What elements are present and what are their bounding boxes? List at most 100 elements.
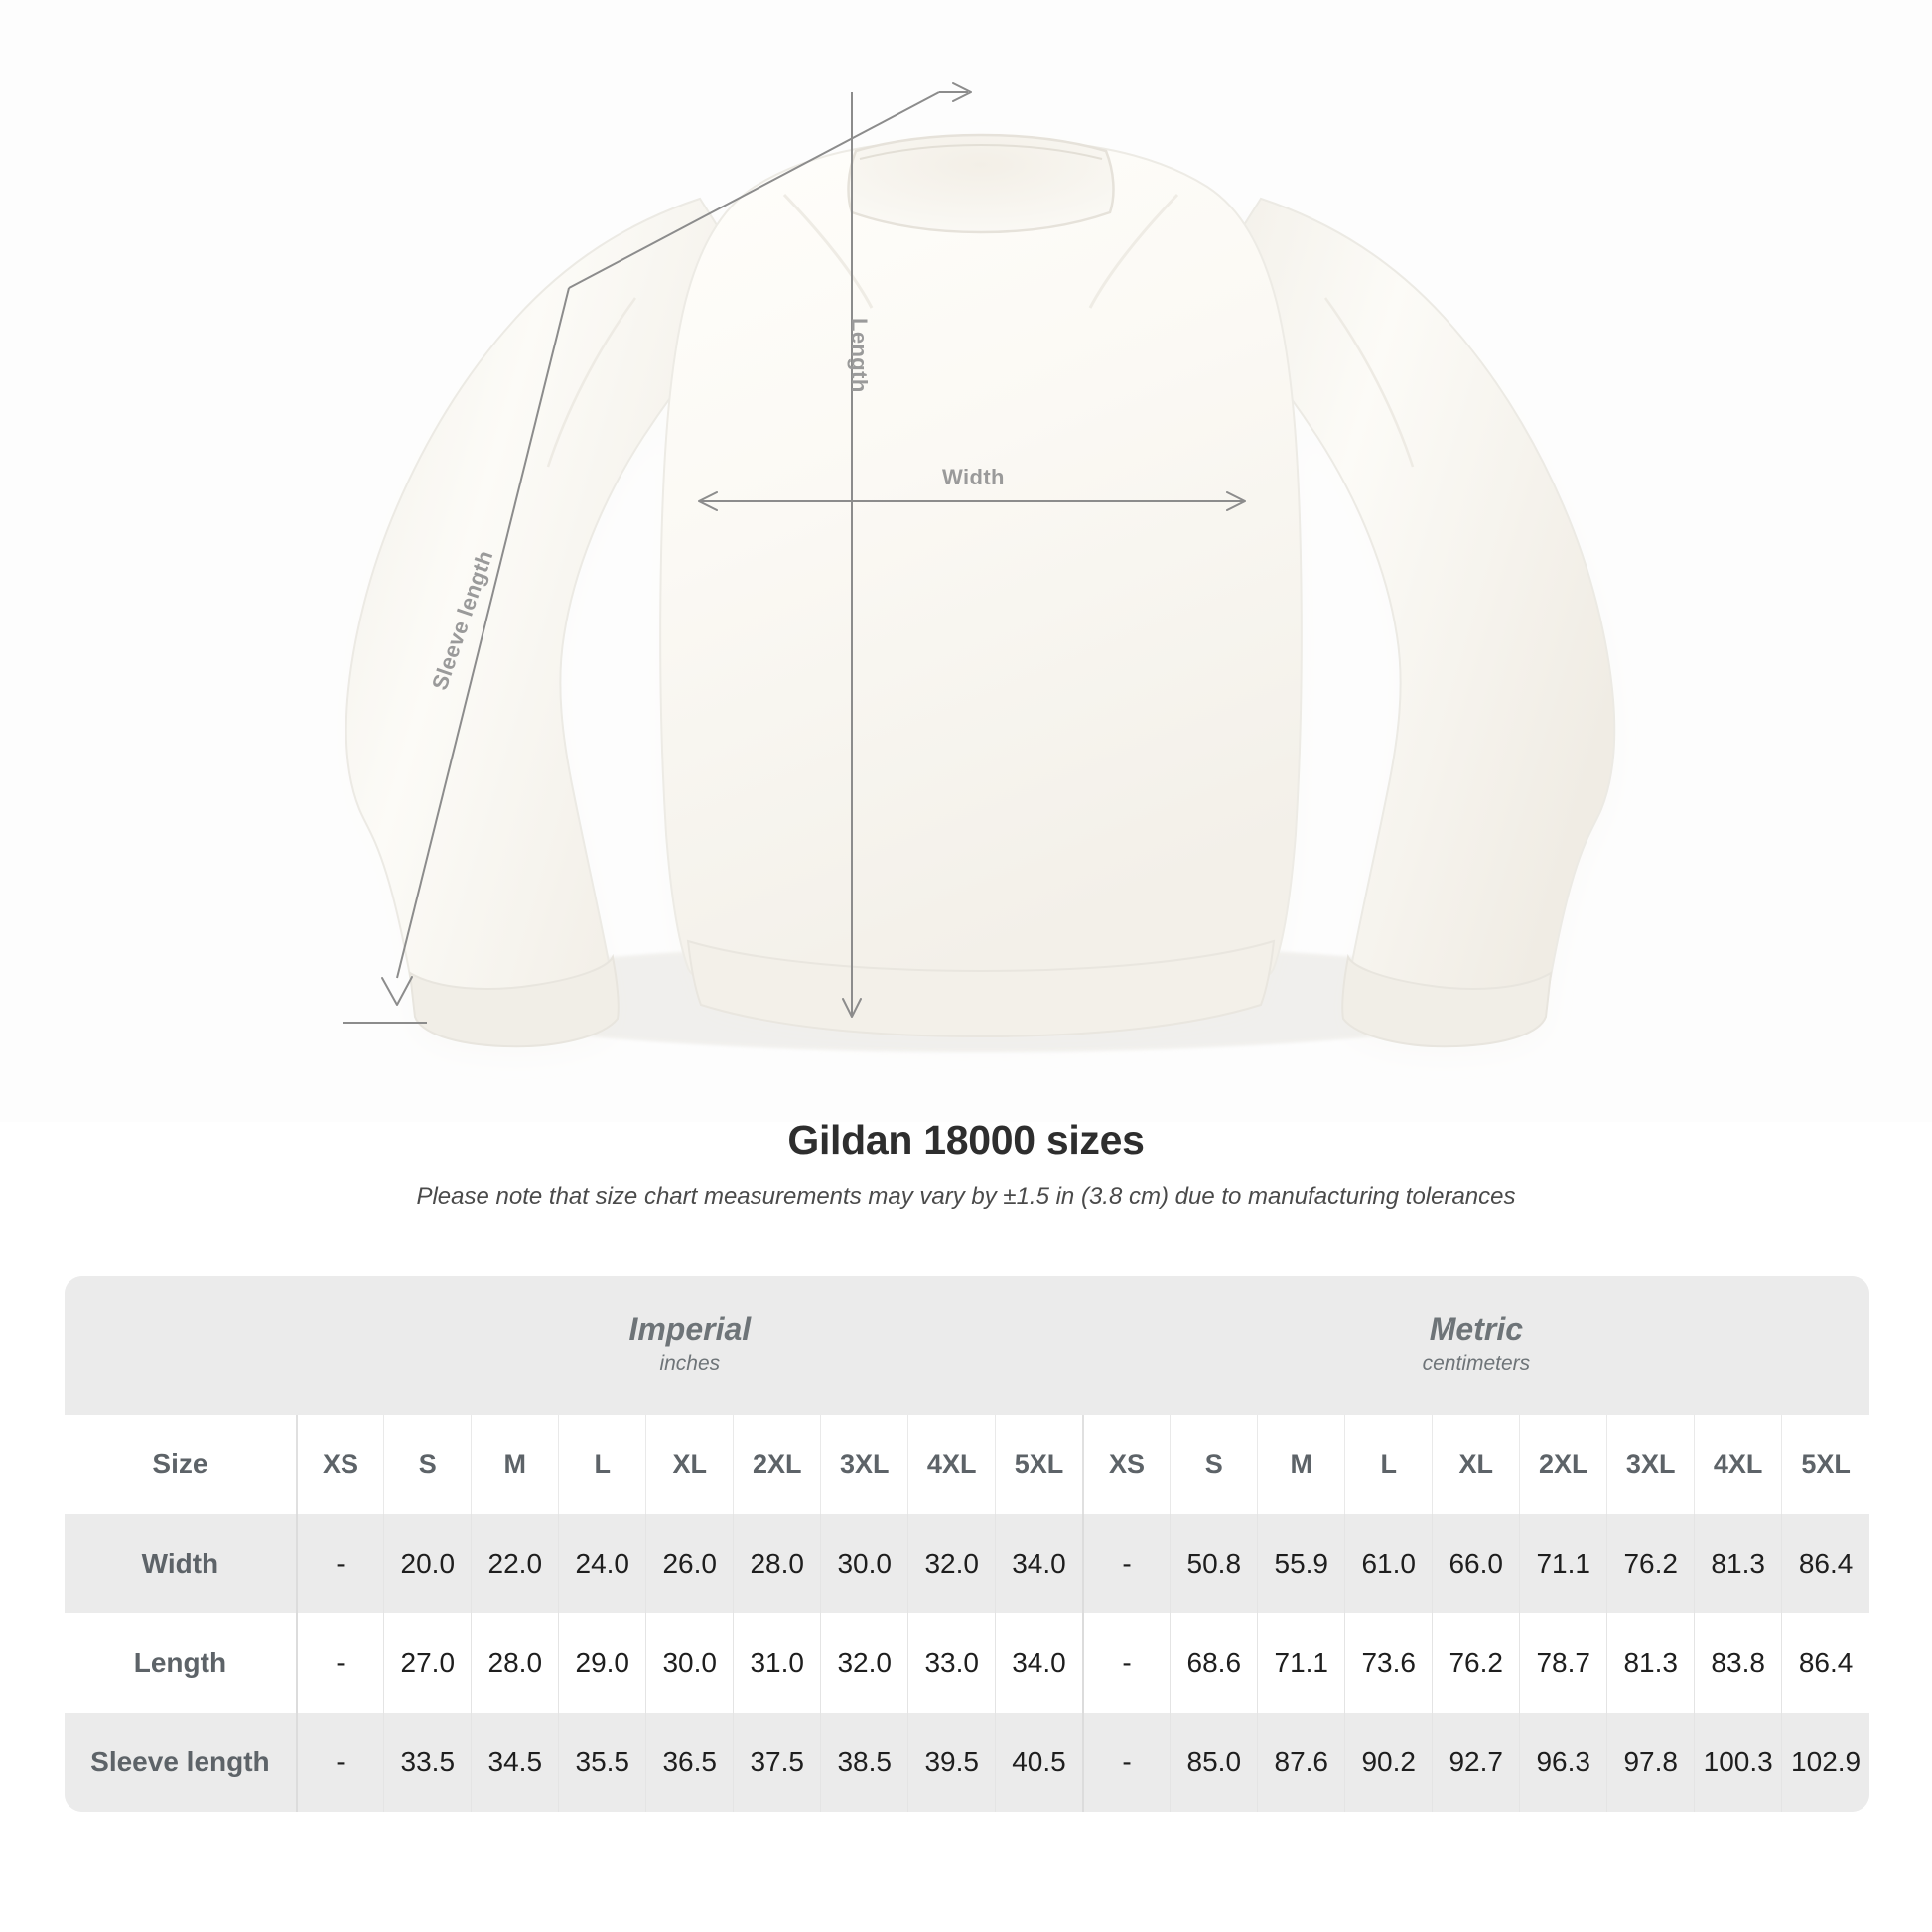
- page-subtitle: Please note that size chart measurements…: [416, 1183, 1516, 1210]
- cell-width-metric-m: 55.9: [1257, 1514, 1346, 1613]
- size-header-metric-xl: XL: [1432, 1415, 1521, 1514]
- size-header-imperial-3xl: 3XL: [820, 1415, 909, 1514]
- unit-group-imperial-name: Imperial: [628, 1311, 752, 1347]
- cell-width-imperial-2xl: 28.0: [733, 1514, 822, 1613]
- cell-length-metric-5xl: 86.4: [1781, 1613, 1869, 1713]
- size-header-imperial-xl: XL: [645, 1415, 735, 1514]
- left-sleeve-fold: [546, 297, 637, 468]
- cell-width-imperial-xl: 26.0: [645, 1514, 735, 1613]
- cell-length-metric-xl: 76.2: [1432, 1613, 1521, 1713]
- size-table: Imperial inches Metric centimeters Size …: [65, 1276, 1869, 1812]
- left-shoulder-seam: [782, 193, 874, 309]
- right-sleeve-fold: [1323, 297, 1415, 468]
- cell-sleeve-metric-2xl: 96.3: [1519, 1713, 1608, 1812]
- sweatshirt-body-group: [345, 133, 1616, 1048]
- unit-group-metric-sub: centimeters: [1422, 1351, 1531, 1375]
- sleeve-guide-line: [396, 287, 570, 979]
- cell-sleeve-imperial-xl: 36.5: [645, 1713, 735, 1812]
- row-label-sleeve-length: Sleeve length: [65, 1713, 298, 1812]
- size-header-imperial-xs: XS: [295, 1415, 385, 1514]
- cell-width-imperial-5xl: 34.0: [995, 1514, 1084, 1613]
- table-row: Length - 27.0 28.0 29.0 30.0 31.0 32.0 3…: [65, 1613, 1869, 1713]
- cell-length-imperial-3xl: 32.0: [820, 1613, 909, 1713]
- size-header-metric-l: L: [1344, 1415, 1434, 1514]
- cell-width-imperial-3xl: 30.0: [820, 1514, 909, 1613]
- cell-length-imperial-l: 29.0: [558, 1613, 647, 1713]
- cell-width-metric-s: 50.8: [1170, 1514, 1259, 1613]
- size-header-metric-s: S: [1170, 1415, 1259, 1514]
- row-label-length: Length: [65, 1613, 298, 1713]
- cell-sleeve-metric-3xl: 97.8: [1606, 1713, 1696, 1812]
- cell-length-imperial-2xl: 31.0: [733, 1613, 822, 1713]
- unit-group-imperial: Imperial inches: [296, 1276, 1083, 1415]
- garment-illustration: Length Width Sleeve length: [343, 82, 1616, 1052]
- size-header-metric-5xl: 5XL: [1781, 1415, 1869, 1514]
- size-header-metric-xs: XS: [1081, 1415, 1172, 1514]
- cell-width-metric-2xl: 71.1: [1519, 1514, 1608, 1613]
- size-header-metric-2xl: 2XL: [1519, 1415, 1608, 1514]
- cell-sleeve-metric-s: 85.0: [1170, 1713, 1259, 1812]
- unit-group-imperial-sub: inches: [659, 1351, 721, 1375]
- length-measure-label: Length: [847, 318, 872, 393]
- length-arrow-bottom: [842, 998, 862, 1018]
- sweatshirt-diagram: [343, 82, 1616, 1052]
- size-header-imperial-l: L: [558, 1415, 647, 1514]
- row-label-width: Width: [65, 1514, 298, 1613]
- cell-sleeve-imperial-l: 35.5: [558, 1713, 647, 1812]
- cell-sleeve-metric-5xl: 102.9: [1781, 1713, 1869, 1812]
- width-arrow-right: [1226, 491, 1246, 511]
- size-header-row: Size XS S M L XL 2XL 3XL 4XL 5XL XS S M …: [65, 1415, 1869, 1514]
- cell-length-metric-s: 68.6: [1170, 1613, 1259, 1713]
- collar: [847, 133, 1115, 234]
- size-table-container: Imperial inches Metric centimeters Size …: [65, 1276, 1869, 1812]
- cell-length-metric-m: 71.1: [1257, 1613, 1346, 1713]
- unit-group-metric: Metric centimeters: [1082, 1276, 1869, 1415]
- cell-width-metric-xs: -: [1081, 1514, 1172, 1613]
- sleeve-leader-diagonal-upper: [568, 91, 940, 289]
- unit-group-metric-name: Metric: [1429, 1311, 1524, 1347]
- unit-header-row: Imperial inches Metric centimeters: [65, 1276, 1869, 1415]
- cell-width-imperial-s: 20.0: [383, 1514, 473, 1613]
- cell-length-imperial-xs: -: [295, 1613, 385, 1713]
- width-measure-label: Width: [942, 465, 1005, 489]
- cell-length-metric-4xl: 83.8: [1694, 1613, 1783, 1713]
- cell-sleeve-metric-xl: 92.7: [1432, 1713, 1521, 1812]
- right-cuff: [1341, 953, 1553, 1048]
- size-header-imperial-5xl: 5XL: [995, 1415, 1084, 1514]
- measurement-guides: [343, 82, 1246, 1024]
- cell-width-imperial-4xl: 32.0: [907, 1514, 997, 1613]
- cell-length-imperial-xl: 30.0: [645, 1613, 735, 1713]
- cell-length-metric-l: 73.6: [1344, 1613, 1434, 1713]
- size-header-label: Size: [65, 1415, 298, 1514]
- collar-seam: [859, 143, 1103, 160]
- chart-title-block: Gildan 18000 sizes Please note that size…: [0, 1117, 1932, 1211]
- sleeve-arrow-bottom: [381, 976, 413, 1006]
- cell-sleeve-imperial-5xl: 40.5: [995, 1713, 1084, 1812]
- sleeve-arrow-top: [952, 82, 972, 102]
- page-title: Gildan 18000 sizes: [787, 1117, 1145, 1163]
- cell-width-metric-3xl: 76.2: [1606, 1514, 1696, 1613]
- cell-length-imperial-4xl: 33.0: [907, 1613, 997, 1713]
- size-header-metric-4xl: 4XL: [1694, 1415, 1783, 1514]
- unit-header-spacer: [65, 1276, 297, 1415]
- cell-length-imperial-s: 27.0: [383, 1613, 473, 1713]
- size-header-imperial-2xl: 2XL: [733, 1415, 822, 1514]
- cell-width-metric-l: 61.0: [1344, 1514, 1434, 1613]
- cell-sleeve-imperial-2xl: 37.5: [733, 1713, 822, 1812]
- right-shoulder-seam: [1088, 193, 1179, 309]
- size-header-metric-3xl: 3XL: [1606, 1415, 1696, 1514]
- cell-sleeve-imperial-m: 34.5: [471, 1713, 560, 1812]
- cell-length-imperial-m: 28.0: [471, 1613, 560, 1713]
- cell-width-imperial-m: 22.0: [471, 1514, 560, 1613]
- size-header-imperial-s: S: [383, 1415, 473, 1514]
- cell-width-metric-5xl: 86.4: [1781, 1514, 1869, 1613]
- size-header-imperial-m: M: [471, 1415, 560, 1514]
- width-arrow-left: [698, 491, 718, 511]
- cell-sleeve-metric-m: 87.6: [1257, 1713, 1346, 1812]
- cell-length-metric-3xl: 81.3: [1606, 1613, 1696, 1713]
- cell-width-metric-4xl: 81.3: [1694, 1514, 1783, 1613]
- cell-length-imperial-5xl: 34.0: [995, 1613, 1084, 1713]
- size-header-metric-m: M: [1257, 1415, 1346, 1514]
- sweatshirt-body: [659, 137, 1303, 1013]
